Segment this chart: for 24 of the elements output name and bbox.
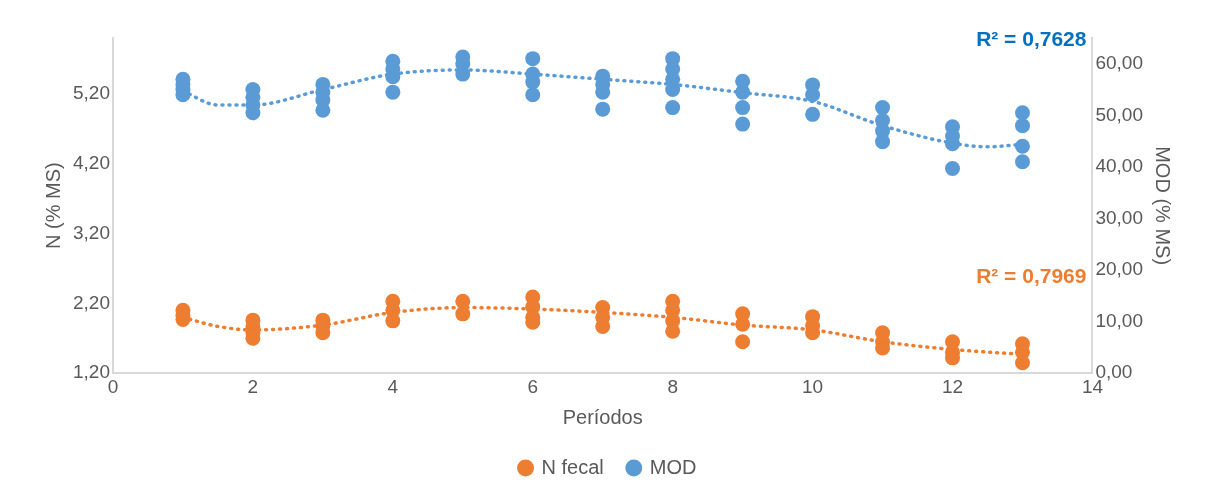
x-tick-label: 12	[941, 375, 964, 397]
x-tick-label: 4	[387, 375, 399, 397]
x-tick-label: 6	[527, 375, 539, 397]
y2-tick-label: 10,00	[1095, 309, 1143, 331]
x-tick-label: 8	[667, 375, 678, 397]
y2-tick-label: 20,00	[1095, 258, 1143, 280]
y2-tick-label: 30,00	[1095, 206, 1143, 228]
legend-label: N fecal	[541, 455, 604, 478]
y-tick-label: 2,20	[73, 291, 110, 313]
y-tick-label: 4,20	[73, 151, 110, 173]
y-axis-title: N (% MS)	[41, 162, 64, 249]
x-axis-title: Períodos	[562, 405, 643, 428]
y2-axis-title: MOD (% MS)	[1152, 146, 1175, 266]
y2-tick-label: 40,00	[1095, 155, 1143, 177]
y2-tick-label: 50,00	[1095, 103, 1143, 125]
y-tick-label: 3,20	[73, 221, 110, 243]
annotation: R² = 0,7628	[976, 26, 1087, 50]
y-tick-label: 5,20	[73, 82, 110, 104]
x-tick-label: 2	[247, 375, 259, 397]
x-tick-label: 10	[802, 375, 824, 397]
annotation: R² = 0,7969	[976, 264, 1087, 288]
legend-label: MOD	[649, 455, 697, 478]
y-tick-label: 1,20	[73, 361, 110, 383]
y2-tick-label: 60,00	[1095, 52, 1143, 74]
